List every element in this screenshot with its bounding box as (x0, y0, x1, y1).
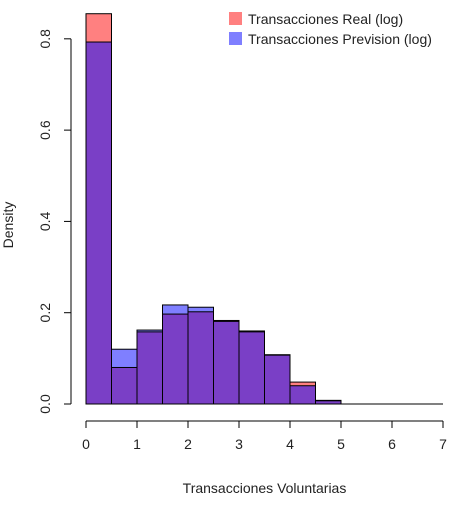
bar-overlap (315, 400, 341, 404)
x-tick-label: 7 (439, 436, 447, 452)
bar-overlap (162, 314, 188, 404)
y-tick-label: 0.6 (37, 120, 53, 140)
bar-prevision (137, 330, 163, 332)
legend-swatch (229, 32, 242, 45)
x-axis-label: Transacciones Voluntarias (183, 480, 347, 496)
bar-real (290, 382, 316, 386)
x-tick-label: 0 (82, 436, 90, 452)
y-tick-label: 0.4 (37, 211, 53, 231)
bar-prevision (188, 307, 214, 312)
bar-overlap (239, 331, 265, 404)
bar-overlap (188, 311, 214, 404)
legend-label: Transacciones Real (log) (248, 11, 403, 27)
bar-overlap (86, 42, 112, 404)
bar-real (86, 13, 112, 43)
x-tick-label: 1 (133, 436, 141, 452)
axes: 0 1 2 3 4 5 6 7 0.0 0.2 0.4 0.6 0.8 (37, 29, 447, 452)
bar-overlap (264, 355, 290, 404)
bars-overlap (86, 42, 341, 404)
bar-prevision (111, 349, 137, 368)
legend-swatch (229, 12, 242, 25)
legend-label: Transacciones Prevision (log) (248, 31, 432, 47)
bar-overlap (137, 331, 163, 404)
legend: Transacciones Real (log) Transacciones Pr… (229, 11, 432, 47)
x-tick-label: 4 (286, 436, 294, 452)
y-tick-label: 0.0 (37, 394, 53, 414)
y-axis-label: Density (0, 202, 16, 249)
x-tick-label: 5 (337, 436, 345, 452)
bar-overlap (111, 367, 137, 404)
x-tick-label: 2 (184, 436, 192, 452)
y-tick-label: 0.8 (37, 29, 53, 49)
x-tick-label: 3 (235, 436, 243, 452)
x-tick-label: 6 (388, 436, 396, 452)
bar-overlap (213, 321, 239, 404)
bar-overlap (290, 385, 316, 404)
bar-prevision (162, 304, 188, 315)
y-tick-label: 0.2 (37, 303, 53, 323)
bars-outline (85, 13, 342, 405)
